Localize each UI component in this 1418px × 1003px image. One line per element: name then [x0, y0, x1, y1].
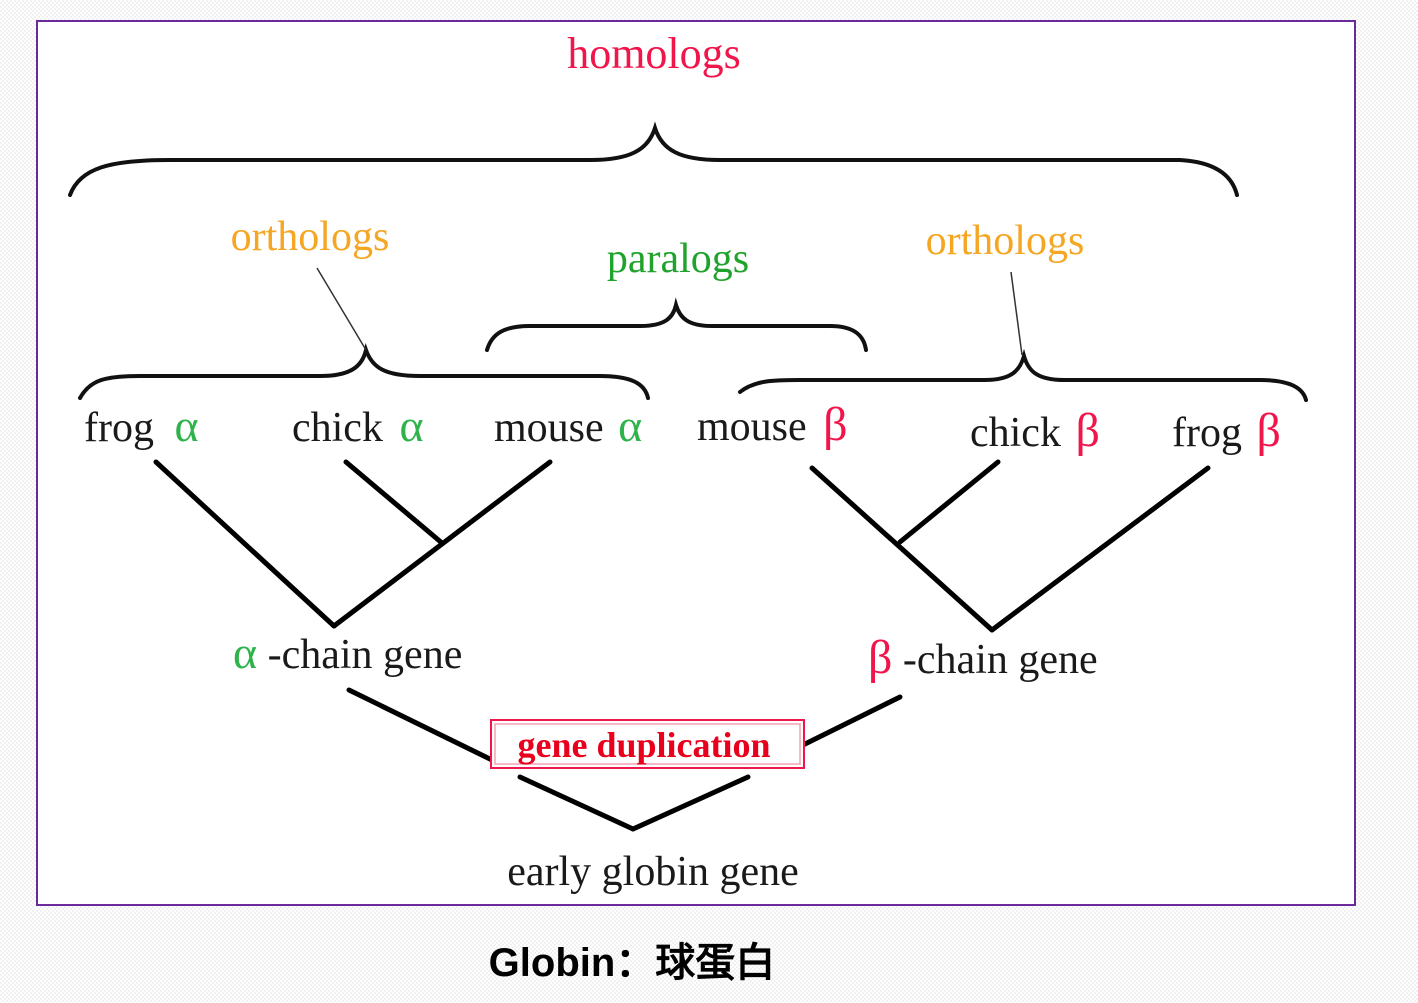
beta-symbol: β — [868, 631, 892, 684]
alpha-symbol: α — [399, 400, 423, 451]
branch-frog-beta — [989, 465, 1211, 633]
frog-alpha-label: frog α — [84, 400, 199, 451]
beta-chain-gene-label: β -chain gene — [868, 631, 1098, 684]
homologs-label: homologs — [567, 29, 741, 78]
beta-symbol: β — [1075, 404, 1099, 457]
branch-chick-beta — [897, 459, 1001, 545]
alpha-chain-gene-label: α -chain gene — [233, 627, 462, 678]
frog-beta-name: frog — [1172, 410, 1242, 456]
paralogs-label: paralogs — [607, 236, 749, 282]
orthologs-right-pointer — [1010, 271, 1023, 356]
beta-symbol: β — [823, 398, 847, 451]
orthologs-left-brace — [78, 342, 650, 400]
frog-beta-label: frog β — [1172, 404, 1281, 457]
branch-alpha-chain — [346, 687, 495, 763]
homologs-brace — [68, 121, 1239, 197]
mouse-beta-name: mouse — [697, 404, 807, 450]
chick-beta-name: chick — [970, 410, 1061, 456]
alpha-symbol: α — [618, 400, 642, 451]
alpha-chain-suffix: -chain gene — [268, 632, 463, 678]
gene-duplication-box — [490, 719, 805, 769]
frog-alpha-name: frog — [84, 405, 154, 451]
caption: Globin：球蛋白 — [488, 941, 776, 985]
branch-chick-alpha — [343, 459, 445, 546]
mouse-alpha-name: mouse — [494, 405, 604, 451]
mouse-beta-label: mouse β — [697, 398, 848, 451]
orthologs-left-pointer — [316, 267, 367, 351]
branch-early-right — [630, 774, 751, 832]
chick-alpha-name: chick — [292, 405, 383, 451]
branch-frog-alpha — [153, 459, 337, 629]
branch-mouse-beta — [809, 465, 995, 633]
beta-chain-suffix: -chain gene — [903, 637, 1098, 683]
gene-duplication-box-inner — [494, 723, 801, 765]
beta-symbol: β — [1256, 404, 1280, 457]
orthologs-right-label: orthologs — [926, 218, 1085, 264]
branch-early-left — [517, 774, 636, 832]
chick-beta-label: chick β — [970, 404, 1100, 457]
paralogs-brace — [485, 297, 868, 352]
orthologs-left-label: orthologs — [231, 214, 390, 260]
alpha-symbol: α — [233, 627, 257, 678]
orthologs-right-brace — [738, 348, 1308, 402]
gene-duplication-label: gene duplication — [517, 725, 770, 765]
alpha-symbol: α — [174, 400, 198, 451]
chick-alpha-label: chick α — [292, 400, 424, 451]
early-globin-gene-label: early globin gene — [507, 849, 799, 895]
branch-beta-chain — [800, 694, 903, 748]
mouse-alpha-label: mouse α — [494, 400, 642, 451]
